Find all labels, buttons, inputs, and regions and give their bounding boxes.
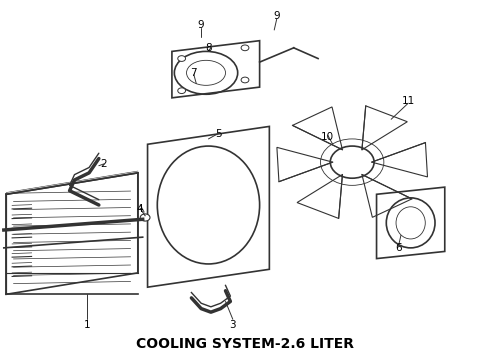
Text: 5: 5 <box>215 129 221 139</box>
Circle shape <box>178 88 186 94</box>
Text: COOLING SYSTEM-2.6 LITER: COOLING SYSTEM-2.6 LITER <box>136 337 354 351</box>
Text: 6: 6 <box>395 243 402 253</box>
Text: 3: 3 <box>229 320 236 330</box>
Text: 11: 11 <box>402 96 415 107</box>
Text: 7: 7 <box>191 68 197 78</box>
Text: 4: 4 <box>137 203 144 213</box>
Circle shape <box>241 45 249 51</box>
Text: 2: 2 <box>100 159 107 169</box>
Text: 10: 10 <box>321 132 334 142</box>
Text: 9: 9 <box>273 11 280 21</box>
Text: 8: 8 <box>205 43 212 53</box>
Text: 9: 9 <box>198 19 204 30</box>
Circle shape <box>178 56 186 62</box>
Circle shape <box>241 77 249 83</box>
Text: 1: 1 <box>83 320 90 330</box>
Circle shape <box>140 214 150 221</box>
